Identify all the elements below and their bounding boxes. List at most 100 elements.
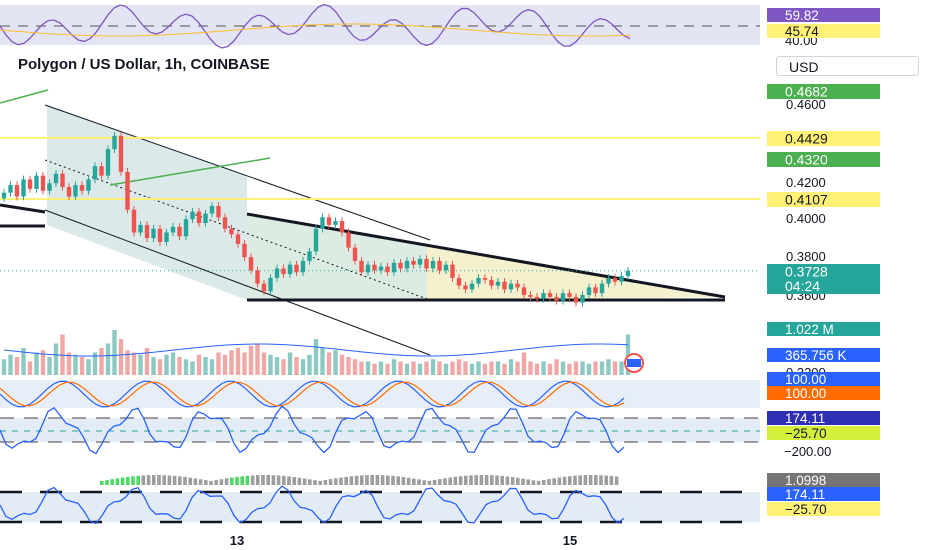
candle-body [73,185,78,197]
volume-bar [625,334,631,375]
volume-bar [339,354,345,375]
macd-hist-bar [547,479,551,485]
volume-bar [209,359,215,375]
candle-body [404,260,410,269]
indicator-tag-label: 365.756 K [785,348,847,363]
macd-hist-bar [188,477,192,485]
candle-body [112,135,117,150]
candle-body [105,149,111,176]
macd-hist-bar [516,477,520,485]
indicator-tag [767,426,880,440]
candle-body [203,213,208,224]
macd-hist-bar [386,475,390,485]
volume-bar [456,359,462,375]
macd-hist-bar [126,476,130,485]
volume-bar [131,352,137,375]
candle-body [554,296,559,301]
candle-body [430,260,436,269]
macd-hist-bar [448,477,452,485]
candle-body [8,185,13,193]
macd-hist-bar [521,478,525,485]
volume-bar [495,361,501,375]
candle-body [300,260,306,273]
macd-hist-bar [105,480,109,485]
candle-body [99,166,104,176]
macd-hist-bar [235,476,239,485]
candle-body [177,226,182,237]
candle-body [125,171,130,210]
candle-body [268,277,273,292]
indicator-tag-label: 100.00 [785,372,826,387]
us-flag-icon-field [627,359,641,367]
candle-body [92,166,98,180]
candle-body [1,192,7,199]
macd-hist-bar [542,479,546,485]
candle-body [47,183,52,191]
volume-bar [463,361,468,375]
candle-body [612,277,618,282]
rsi-ma-line [0,23,631,37]
candle-body [567,293,572,297]
volume-bar [53,343,59,375]
currency-selector[interactable]: USD [776,56,919,76]
candle-body [34,175,39,189]
macd-hist-bar [365,475,369,485]
candle-body [619,276,624,282]
macd-hist-bar [500,475,504,485]
indicator-tag-label: 1.022 M [785,322,834,337]
indicator-tag-label: −25.70 [785,426,827,441]
candle-body [391,262,397,273]
cci-line [0,405,625,455]
macd-hist-bar [256,475,260,485]
candle-body [385,266,390,273]
price-tag [767,192,880,207]
candle-body [352,247,358,261]
volume-bar [274,357,280,375]
volume-bar [216,352,221,375]
volume-bar [528,361,533,375]
indicator-tag-label: 174.11 [785,487,825,502]
volume-bar [34,352,39,375]
volume-bar [66,352,72,375]
volume-bar [248,345,254,375]
candle-body [372,264,377,271]
macd-hist-bar [562,476,567,485]
macd-hist-bar [230,477,234,485]
rsi-band [0,5,760,45]
volume-bar [411,361,416,375]
candle-body [144,224,150,239]
indicator-tag-label: 174.11 [785,411,825,426]
candle-body [469,283,475,290]
volume-bar [157,359,163,375]
candle-body [170,226,176,233]
macd-hist-bar [599,475,603,485]
macd-hist-bar [495,475,499,485]
indicator-tag [767,322,880,336]
volume-bar [359,361,364,375]
volume-bar [508,359,514,375]
volume-bar [404,363,410,375]
volume-bar [183,359,189,375]
countdown-label: 04:24 [785,278,820,294]
price-tag-label: 0.4682 [785,84,828,100]
candle-body [242,243,247,258]
volume-bar [190,361,195,375]
candle-body [625,270,631,277]
candle-body [79,185,85,191]
macd-hist-bar [115,478,120,485]
candle-body [534,296,540,299]
candle-body [53,173,59,184]
volume-bar [313,339,319,375]
volume-bar [573,361,579,375]
candle-body [151,228,156,239]
candle-body [274,268,280,278]
macd-hist-bar [360,475,364,485]
volume-bar [482,363,488,375]
macd-hist-bar [464,475,468,485]
volume-bar [378,361,384,375]
indicator-tag [767,8,880,22]
volume-bar [599,361,605,375]
candle-body [346,232,351,248]
macd-hist-bar [198,479,203,485]
